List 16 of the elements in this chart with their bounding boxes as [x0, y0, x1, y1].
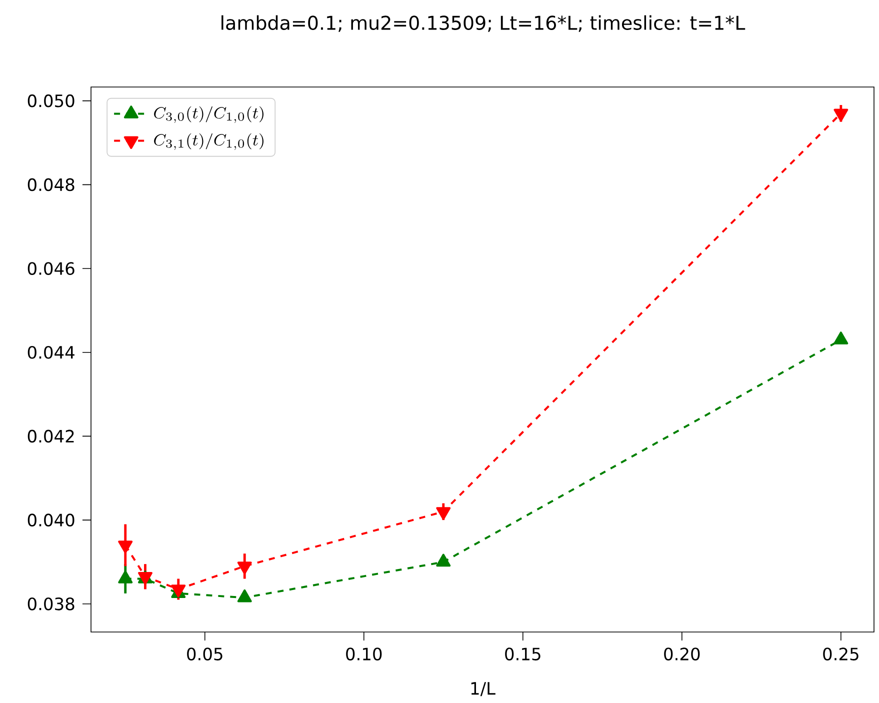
y-tick-label: 0.042: [28, 430, 74, 443]
legend-label: $C_{3,0}(t)/C_{1,0}(t)$: [154, 106, 264, 123]
y-tick-label: 0.046: [28, 262, 74, 276]
y-tick-label: 0.044: [28, 346, 74, 359]
x-tick-label: 0.20: [664, 648, 700, 661]
y-tick-label: 0.038: [28, 598, 74, 610]
chart-title: lambda=0.1; mu2=0.13509; Lt=16*L; timeslice: t=1*L: [222, 15, 746, 32]
x-tick-label: 0.05: [187, 648, 222, 661]
y-tick-label: 0.048: [28, 178, 74, 192]
y-tick-label: 0.050: [28, 94, 74, 108]
x-tick-label: 0.15: [505, 648, 540, 661]
legend-label: $C_{3,1}(t)/C_{1,0}(t)$: [154, 133, 264, 150]
x-tick-label: 0.25: [823, 648, 858, 661]
x-tick-label: 0.10: [346, 648, 382, 661]
x-axis-title: 1/L: [471, 682, 496, 696]
y-tick-label: 0.040: [28, 514, 74, 527]
